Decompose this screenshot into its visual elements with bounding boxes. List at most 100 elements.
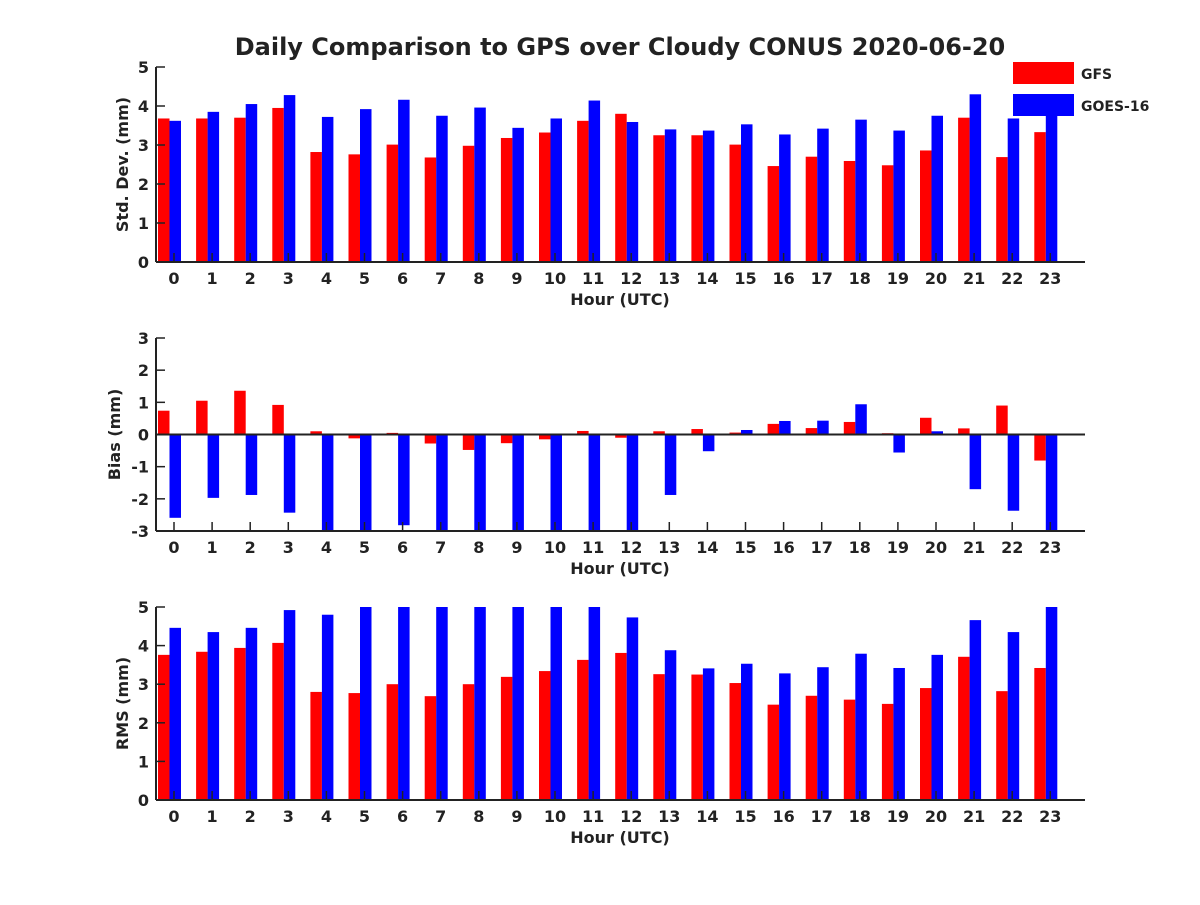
bar-p1-goes16-14 [702,130,715,262]
bar-p3-goes16-12 [626,617,639,800]
bar-p3-gfs-1 [196,651,208,800]
bar-p3-goes16-6 [398,607,410,800]
x-tick-label-p1-11: 11 [582,269,604,288]
bar-p2-gfs-12 [615,434,627,438]
x-tick-label-p1-17: 17 [811,269,833,288]
bar-p2-gfs-2 [234,390,246,435]
bar-p1-gfs-16 [767,166,780,262]
x-axis-label-p3: Hour (UTC) [570,828,670,847]
bar-p1-gfs-8 [462,145,475,262]
x-tick-label-p2-9: 9 [511,538,522,557]
bar-p2-goes16-11 [588,434,601,531]
bar-p1-gfs-15 [729,144,741,262]
x-axis-label-p1: Hour (UTC) [570,290,670,309]
chart-title: Daily Comparison to GPS over Cloudy CONU… [235,33,1006,61]
x-tick-label-p2-23: 23 [1039,538,1061,557]
bar-p2-gfs-21 [958,428,970,435]
bar-p1-goes16-0 [169,120,181,262]
y-tick-label-p1-1: 1 [138,214,149,233]
x-tick-label-p3-9: 9 [511,807,522,826]
bar-p1-goes16-21 [969,94,982,262]
bar-p3-goes16-21 [969,620,982,800]
bar-p1-goes16-20 [931,115,943,262]
bar-p2-goes16-1 [207,434,220,498]
bar-p3-gfs-16 [767,704,780,800]
x-tick-label-p1-5: 5 [359,269,370,288]
bar-p3-goes16-8 [474,607,486,800]
bar-p1-gfs-19 [881,165,894,262]
x-tick-label-p3-3: 3 [283,807,294,826]
x-tick-label-p1-19: 19 [887,269,909,288]
x-axis-label-p2: Hour (UTC) [570,559,670,578]
y-tick-label-p3-3: 3 [138,675,149,694]
bar-p2-goes16-15 [741,429,753,435]
bar-p3-goes16-15 [741,663,753,800]
x-tick-label-p1-1: 1 [207,269,218,288]
x-tick-label-p1-0: 0 [168,269,179,288]
x-tick-label-p2-5: 5 [359,538,370,557]
x-tick-label-p3-18: 18 [849,807,871,826]
x-tick-label-p3-21: 21 [963,807,985,826]
x-tick-label-p1-4: 4 [321,269,332,288]
y-tick-label-p2-1: 1 [138,393,149,412]
bar-p3-goes16-13 [664,650,677,800]
bar-p1-gfs-1 [196,118,208,262]
x-tick-label-p1-8: 8 [473,269,484,288]
x-tick-label-p2-18: 18 [849,538,871,557]
x-tick-label-p2-22: 22 [1001,538,1023,557]
bar-p1-goes16-19 [893,130,905,262]
x-tick-label-p2-2: 2 [245,538,256,557]
bar-p2-goes16-2 [245,434,258,495]
bar-p2-gfs-13 [653,431,665,435]
x-tick-label-p3-7: 7 [435,807,446,826]
bar-p3-goes16-14 [702,668,715,800]
bar-p3-goes16-17 [817,667,829,800]
x-tick-label-p3-12: 12 [620,807,642,826]
bar-p2-gfs-1 [196,400,208,435]
bar-p2-goes16-19 [893,434,905,453]
bar-p2-goes16-18 [855,404,867,435]
bar-p1-goes16-9 [512,127,524,262]
bar-p2-gfs-4 [310,431,322,435]
bar-p3-gfs-11 [577,659,589,800]
bar-p2-goes16-6 [398,434,410,526]
bar-p1-goes16-16 [779,134,791,262]
bar-p3-goes16-10 [550,607,562,800]
x-tick-label-p2-6: 6 [397,538,408,557]
x-tick-label-p3-1: 1 [207,807,218,826]
y-tick-label-p3-0: 0 [138,791,149,810]
bar-p1-goes16-23 [1045,109,1058,263]
bar-p1-goes16-22 [1007,118,1020,262]
bar-p1-goes16-13 [664,129,677,262]
bar-p2-gfs-3 [272,404,284,435]
bar-p3-gfs-10 [539,671,551,800]
bar-p2-goes16-3 [283,434,296,513]
x-tick-label-p3-16: 16 [772,807,794,826]
bar-p1-gfs-9 [500,137,513,262]
x-tick-label-p3-5: 5 [359,807,370,826]
x-tick-label-p3-22: 22 [1001,807,1023,826]
y-axis-label-p1: Std. Dev. (mm) [113,97,132,232]
x-tick-label-p1-10: 10 [544,269,566,288]
bar-p1-gfs-6 [386,144,399,262]
y-tick-label-p3-5: 5 [138,598,149,617]
bar-p3-goes16-7 [436,607,448,800]
bar-p3-goes16-16 [779,673,791,800]
bar-p2-gfs-22 [996,405,1008,435]
x-tick-label-p1-3: 3 [283,269,294,288]
bar-p2-gfs-11 [577,430,589,435]
bar-p3-gfs-0 [158,654,170,800]
legend-swatch-goes16 [1013,94,1074,116]
bar-p2-goes16-0 [169,434,181,518]
bar-p3-goes16-19 [893,667,905,800]
bar-p1-goes16-4 [321,116,334,262]
x-tick-label-p3-0: 0 [168,807,179,826]
bar-p3-gfs-22 [996,691,1008,800]
y-tick-label-p1-4: 4 [138,97,149,116]
x-tick-label-p3-13: 13 [658,807,680,826]
bar-p2-gfs-9 [500,434,513,444]
bar-p3-gfs-7 [424,696,437,800]
bar-p3-goes16-9 [512,607,524,800]
bar-p2-gfs-5 [348,434,360,439]
